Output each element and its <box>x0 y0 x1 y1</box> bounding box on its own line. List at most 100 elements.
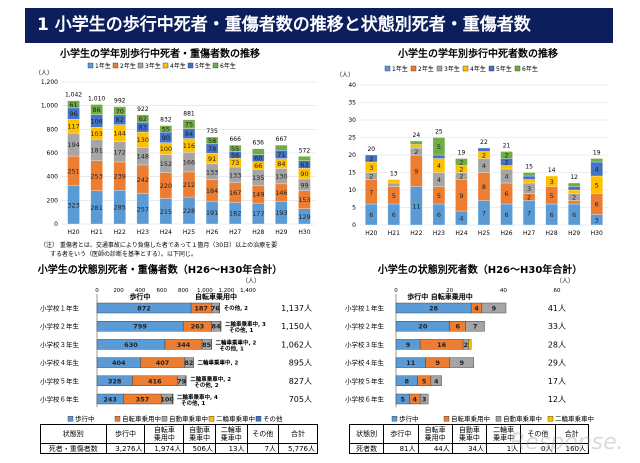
table-cell: 3,276人 <box>105 443 146 454</box>
chart2-legend-label: 5年生 <box>496 65 512 73</box>
chart1-bar-label: 285 <box>114 204 126 212</box>
chart2-bar-segment <box>500 151 513 159</box>
chart3-bar-label: 357 <box>136 396 150 404</box>
chart3-annotation: その他, 2 <box>224 304 249 312</box>
chart3-bar-label: 263 <box>191 323 205 331</box>
table-cell: 506人 <box>183 443 216 454</box>
chart4-xtick-label: 60 <box>554 288 561 294</box>
chart1-legend-swatch <box>162 62 169 69</box>
chart1-xtick-label: H28 <box>252 229 264 236</box>
table-header-cell: 自転車 乗用中 <box>417 424 453 444</box>
chart1-bar-label: 239 <box>114 173 126 181</box>
chart1-bar-label: 166 <box>183 159 195 167</box>
table-cell: 5,776人 <box>278 443 318 454</box>
chart4-category-label: 小学校５年生 <box>345 376 385 385</box>
chart2-ytick-label: 5 <box>352 205 356 212</box>
chart4-bar-label: 20 <box>418 323 428 331</box>
chart1-bar-label: 82 <box>116 116 124 124</box>
chart3-bar-label: 328 <box>108 377 122 385</box>
chart1-legend-swatch <box>112 62 119 69</box>
chart2-bar-segment <box>365 154 378 163</box>
chart1-xtick-label: H24 <box>160 229 172 236</box>
chart2-bar-segment <box>387 179 400 184</box>
chart2-legend-label: 2年生 <box>418 65 434 73</box>
chart3-bar-label: 404 <box>112 359 126 367</box>
chart4-bar-label: 28 <box>429 305 439 313</box>
chart1-bar-label: 212 <box>183 181 195 189</box>
chart1-legend-label: 6年生 <box>220 62 236 70</box>
chart1-bar-label: 55 <box>162 125 170 133</box>
chart1-total-label: 735 <box>206 128 218 135</box>
chart4-legend-swatch <box>443 416 450 422</box>
chart3-annotation: 二輪車乗車中, 2 <box>216 338 257 346</box>
chart2-xtick-label: H29 <box>568 230 580 237</box>
chart1-bar-label: 149 <box>252 191 264 199</box>
chart2-ytick-label: 30 <box>348 117 356 124</box>
chart4-total-label: 33人 <box>548 322 566 331</box>
chart4-bar-segment <box>449 357 475 368</box>
chart1-bar-label: 228 <box>183 207 195 215</box>
chart3-legend-swatch <box>67 416 74 422</box>
chart1-xtick-label: H20 <box>67 229 79 236</box>
chart4-bar-segment <box>468 339 472 350</box>
chart2-bar-label: 2 <box>459 166 463 174</box>
chart4-bar-label: 4 <box>474 305 479 313</box>
chart4-bar-label: 2 <box>464 341 469 349</box>
chart1-bar-label: 167 <box>229 189 241 197</box>
chart1-bar-label: 253 <box>90 172 102 180</box>
chart1-ytick-label: 800 <box>47 126 59 133</box>
table-cell: 死者・重傷者数 <box>40 443 107 454</box>
chart2-bar-segment <box>545 175 558 187</box>
chart4-bar-segment <box>465 321 485 332</box>
chart1-bar-label: 184 <box>206 187 218 195</box>
chart2-total-label: 25 <box>435 129 443 136</box>
chart1-bar-label: 182 <box>229 210 241 218</box>
chart1-unit: （人） <box>35 70 53 77</box>
chart2-xtick-label: H21 <box>388 230 400 237</box>
chart1-bar-label: 83 <box>139 124 147 132</box>
chart1-legend-swatch <box>212 62 219 69</box>
chart1-bar-segment <box>67 100 80 109</box>
chart2-bar-label: 5 <box>437 192 441 200</box>
chart1-bar-segment <box>275 144 288 151</box>
chart1-bar-label: 60 <box>254 155 262 163</box>
chart3-category-label: 小学校２年生 <box>40 322 80 331</box>
chart4-bar-label: 16 <box>437 341 447 349</box>
chart3-annotation: その他, 1 <box>220 344 245 352</box>
chart1-bar-label: 116 <box>183 142 195 150</box>
chart1-xtick-label: H23 <box>137 229 149 236</box>
chart2-total-label: 22 <box>480 139 488 146</box>
chart2-bar-segment <box>568 189 581 194</box>
chart1-bar-segment <box>136 114 149 123</box>
chart1-bar-segment <box>229 145 242 152</box>
table-header-cell: 二輪車 乗車中 <box>214 424 248 444</box>
chart1-legend-swatch <box>137 62 144 69</box>
chart2-unit: （人） <box>336 72 354 79</box>
chart1-ytick-label: 1,200 <box>41 79 58 86</box>
chart1-bar-label: 220 <box>160 182 172 190</box>
chart4-bar-label: 4 <box>413 396 418 404</box>
chart2-legend-label: 3年生 <box>444 65 460 73</box>
chart3-annotation: 二輪車乗車中, 2 <box>190 375 231 383</box>
chart2-total-label: 12 <box>570 174 578 181</box>
chart2-legend-label: 4年生 <box>470 65 486 73</box>
chart2-bar-label: 3 <box>595 216 599 224</box>
chart1-bar-label: 323 <box>67 201 79 209</box>
chart2-bar-label: 4 <box>437 176 441 184</box>
table-deaths: 状態別 歩行中 自転車 乗用中 自動車 乗車中 二輪車 乗車中 その他 合計 死者数 81人 44人 34… <box>348 424 589 454</box>
chart2-bar-label: 7 <box>369 188 373 196</box>
chart2-ytick-label: 15 <box>348 170 356 177</box>
chart1-xtick-label: H30 <box>298 229 310 236</box>
chart1-legend-label: 3年生 <box>145 62 161 70</box>
chart4-legend-swatch <box>547 416 554 422</box>
chart1-bar-label: 193 <box>275 209 287 217</box>
chart1-bar-label: 194 <box>67 141 79 149</box>
chart3-title: 小学生の状態別死者・重傷者数（H26～H30年合計） <box>37 263 283 276</box>
chart3-bar-label: 872 <box>137 305 151 313</box>
chart1-bar-label: 100 <box>160 145 172 153</box>
chart2-bar-segment <box>477 147 491 152</box>
chart2-bar-segment <box>387 182 400 187</box>
chart1-bar-segment <box>90 104 103 115</box>
chart3-annotation: 二輪車乗車中, 4 <box>177 393 218 401</box>
chart3-annotation: 二輪車乗車中, 2 <box>198 359 239 367</box>
